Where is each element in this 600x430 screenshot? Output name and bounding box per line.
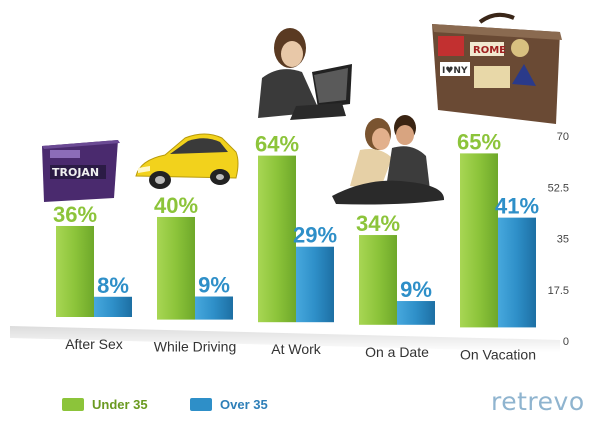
svg-text:ROME: ROME [473, 45, 506, 56]
legend-label-under35: Under 35 [92, 397, 148, 412]
category-label: While Driving [154, 339, 236, 355]
suitcase-illustration: ROME I♥NY [432, 12, 562, 124]
bar-over35 [94, 296, 132, 317]
value-label-over35: 29% [293, 223, 337, 248]
chart-decor: TROJAN [10, 12, 562, 352]
category-label: After Sex [65, 336, 123, 352]
y-tick-label: 70 [557, 131, 569, 143]
bar-under35 [258, 155, 296, 323]
bar-under35 [359, 235, 397, 325]
bar-over35 [397, 301, 435, 325]
condom-box-illustration: TROJAN [42, 140, 120, 202]
woman-laptop-illustration [258, 28, 352, 120]
svg-text:I♥NY: I♥NY [442, 66, 468, 76]
couple-illustration [332, 115, 445, 205]
category-label: At Work [271, 341, 322, 357]
legend-swatch-over35 [190, 398, 212, 411]
bars-layer [56, 153, 536, 328]
legend-swatch-under35 [62, 398, 84, 411]
bar-over35 [498, 217, 536, 328]
value-label-under35: 40% [154, 193, 198, 218]
y-axis: 0 17.5 35 52.5 70 [548, 131, 569, 348]
bar-over35 [195, 296, 233, 320]
value-label-over35: 9% [198, 273, 230, 298]
legend-item-under35: Under 35 [62, 397, 148, 412]
yellow-car-illustration [135, 133, 239, 189]
bar-under35 [157, 216, 195, 320]
legend-item-over35: Over 35 [190, 397, 268, 412]
value-labels-layer: 36% 8% 40% 9% 64% 29% 34% 9% 65% 41% [53, 129, 539, 302]
category-label: On Vacation [460, 346, 536, 362]
svg-text:TROJAN: TROJAN [52, 166, 99, 179]
y-tick-label: 52.5 [548, 182, 569, 194]
y-tick-label: 0 [563, 336, 569, 348]
value-label-over35: 8% [97, 273, 129, 298]
value-label-over35: 9% [400, 277, 432, 302]
retrevo-logo: retrevo [491, 387, 585, 416]
value-label-under35: 36% [53, 202, 97, 227]
y-tick-label: 35 [557, 234, 569, 246]
value-label-under35: 65% [457, 129, 501, 154]
value-label-under35: 34% [356, 211, 400, 236]
floor-shadow [10, 326, 560, 352]
value-label-under35: 64% [255, 132, 299, 157]
value-label-over35: 41% [495, 194, 539, 219]
category-labels-layer: After Sex While Driving At Work On a Date On… [65, 336, 536, 362]
y-tick-label: 17.5 [548, 285, 569, 297]
bar-under35 [56, 225, 94, 317]
legend-label-over35: Over 35 [220, 397, 268, 412]
bar-over35 [296, 246, 334, 323]
bar-under35 [460, 153, 498, 328]
category-label: On a Date [365, 344, 429, 360]
